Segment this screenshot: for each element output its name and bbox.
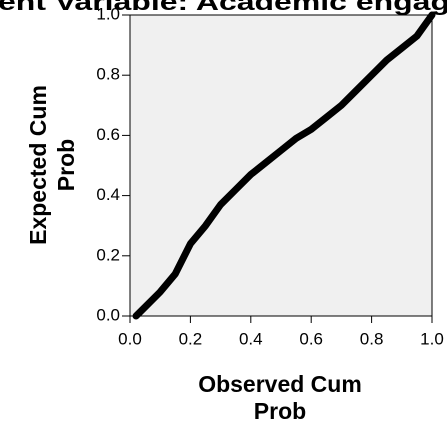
x-tick-label: 0.0 [118,329,142,348]
data-line [132,11,436,320]
x-tick-label: 0.4 [239,329,263,348]
y-tick-label: 0.6 [96,125,120,144]
x-tick-label: 0.6 [299,329,323,348]
x-axis-label: Prob [254,398,306,424]
y-tick-label: 0.4 [96,185,120,204]
y-tick-label: 0.2 [96,245,120,264]
y-tick-label: 0.0 [96,305,120,324]
x-axis-label: Observed Cum [198,371,362,397]
x-tick-label: 0.2 [179,329,203,348]
y-tick-label: 1.0 [96,4,120,23]
chart-title: ent Variable: Academic engag [0,0,447,15]
x-tick-label: 1.0 [420,329,444,348]
x-tick-label: 0.8 [360,329,384,348]
y-axis-label: Prob [53,139,79,191]
y-axis-label: Expected Cum [25,85,51,245]
y-tick-label: 0.8 [96,65,120,84]
